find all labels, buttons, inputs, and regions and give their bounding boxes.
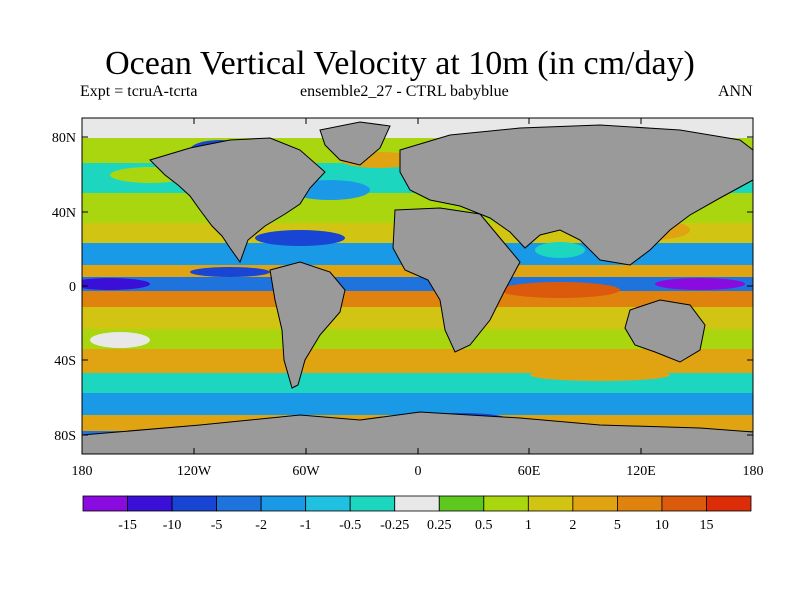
greenland-landmass <box>319 121 391 166</box>
colorbar-label: -0.25 <box>380 518 409 533</box>
lat-label: 80S <box>54 429 76 444</box>
colorbar-label: 0.5 <box>475 518 493 533</box>
colorbar-swatch <box>171 495 217 512</box>
map-title: Ocean Vertical Velocity at 10m (in cm/da… <box>105 45 695 82</box>
season-label: ANN <box>718 83 753 100</box>
south-america-landmass <box>269 261 346 389</box>
colorbar-swatch <box>82 495 128 512</box>
colorbar-swatch <box>706 495 752 512</box>
colorbar-swatch <box>394 495 440 512</box>
colorbar-swatch <box>617 495 663 512</box>
land-masses <box>82 121 753 454</box>
lon-label: 180 <box>743 464 764 479</box>
africa-landmass <box>392 207 521 353</box>
colorbar-swatch <box>260 495 307 512</box>
north-america-landmass <box>149 137 326 264</box>
experiment-label: Expt = tcruA-tcrta <box>80 83 198 100</box>
antarctica-landmass <box>82 411 753 454</box>
colorbar-label: 0.25 <box>427 518 452 533</box>
colorbar-label: 15 <box>699 518 713 533</box>
ensemble-label: ensemble2_27 - CTRL babyblue <box>300 83 509 100</box>
colorbar-label: 1 <box>525 518 532 533</box>
colorbar-label: 10 <box>655 518 669 533</box>
colorbar-label: -1 <box>300 518 312 533</box>
lon-label: 120E <box>626 464 656 479</box>
map-panel <box>82 118 753 454</box>
lat-label: 80N <box>52 131 76 146</box>
lon-label: 120W <box>177 464 212 479</box>
colorbar-swatch <box>527 495 574 512</box>
longitude-axis: 180 120W 60W 0 60E 120E 180 <box>72 118 764 479</box>
colorbar-label: -15 <box>118 518 137 533</box>
lat-label: 40S <box>54 354 76 369</box>
colorbar-label: -2 <box>255 518 267 533</box>
colorbar-swatch <box>305 495 351 512</box>
colorbar-label: -0.5 <box>339 518 361 533</box>
lat-label: 40N <box>52 206 76 221</box>
eurasia-landmass <box>399 124 753 266</box>
colorbar-label: 2 <box>569 518 576 533</box>
colorbar-swatch <box>483 495 529 512</box>
colorbar-swatch <box>438 495 485 512</box>
lat-label: 0 <box>69 280 76 295</box>
colorbar: -15 -10 -5 -2 -1 -0.5 -0.25 0.25 0.5 1 2 5 10 15 <box>82 495 752 533</box>
colorbar-swatch <box>349 495 396 512</box>
lon-label: 60E <box>518 464 541 479</box>
colorbar-swatch <box>572 495 618 512</box>
lon-label: 60W <box>292 464 320 479</box>
colorbar-swatch <box>216 495 262 512</box>
colorbar-swatch <box>127 495 173 512</box>
latitude-axis: 80N 40N 0 40S 80S <box>52 131 753 444</box>
australia-landmass <box>624 299 706 363</box>
colorbar-label: 5 <box>614 518 621 533</box>
colorbar-label: -5 <box>211 518 223 533</box>
lon-label: 180 <box>72 464 93 479</box>
lon-label: 0 <box>415 464 422 479</box>
colorbar-swatch <box>661 495 707 512</box>
colorbar-label: -10 <box>163 518 182 533</box>
